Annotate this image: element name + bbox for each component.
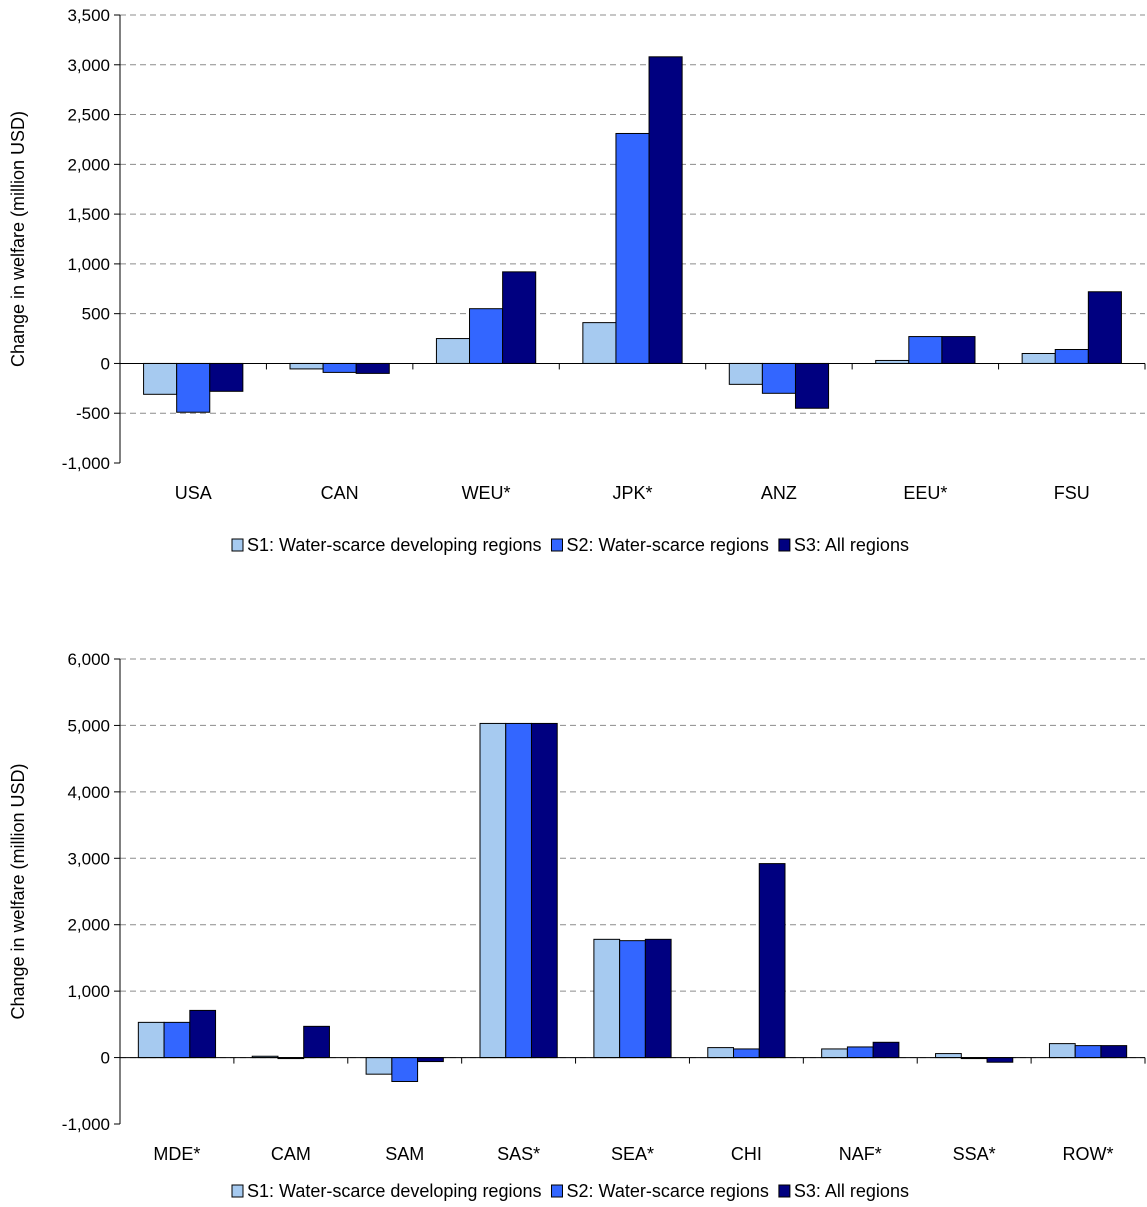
bar-2	[846, 1046, 874, 1059]
bar-1	[143, 362, 178, 395]
category-label: USA	[175, 483, 212, 503]
bar-2	[391, 1057, 419, 1082]
bar-3	[758, 863, 786, 1059]
bar-1	[582, 322, 617, 364]
y-tick-label: -500	[76, 404, 110, 423]
category-label: NAF*	[839, 1144, 882, 1164]
bar-2	[615, 132, 650, 364]
bar-3	[417, 1057, 444, 1063]
y-tick-label: 1,000	[67, 982, 110, 1001]
y-tick-label: 4,000	[67, 783, 110, 802]
bar-1	[821, 1048, 848, 1059]
bar-3	[1100, 1045, 1128, 1059]
legend-swatch-2	[550, 538, 563, 552]
category-label: SEA*	[611, 1144, 654, 1164]
bar-1	[728, 362, 763, 385]
bar-3	[648, 56, 683, 364]
bar-1	[435, 338, 471, 364]
y-tick-label: 0	[101, 354, 110, 373]
y-tick-label: 6,000	[67, 650, 110, 669]
y-tick-label: 2,000	[67, 155, 110, 174]
y-axis-label: Change in welfare (million USD)	[8, 763, 28, 1019]
legend-swatch-3	[778, 1184, 791, 1198]
bar-2	[469, 308, 504, 364]
welfare-chart-bottom: -1,000 0 1,000 2,000 3,000 4,000 5,000 6,000 MDE…	[8, 650, 1146, 1201]
bar-1	[935, 1053, 962, 1059]
legend-label-1: S1: Water-scarce developing regions	[247, 535, 541, 555]
bar-2	[761, 362, 796, 394]
bar-1	[137, 1021, 165, 1059]
legend-label-2: S2: Water-scarce regions	[566, 535, 768, 555]
bar-2	[322, 362, 357, 373]
y-tick-label: 0	[101, 1049, 110, 1068]
legend-swatch-3	[778, 538, 791, 552]
y-tick-label: 500	[82, 305, 110, 324]
bar-2	[163, 1021, 191, 1059]
bar-1	[1048, 1043, 1076, 1059]
bar-3	[986, 1057, 1014, 1063]
bar-3	[794, 362, 830, 409]
category-label: SAM	[385, 1144, 424, 1164]
bar-2	[733, 1048, 760, 1059]
category-label: SAS*	[497, 1144, 540, 1164]
y-tick-label: -1,000	[62, 454, 110, 473]
bar-1	[479, 722, 507, 1059]
bar-1	[1021, 352, 1056, 364]
bar-2	[1074, 1045, 1102, 1059]
legend-label-2: S2: Water-scarce regions	[566, 1181, 768, 1201]
category-label: JPK*	[612, 483, 652, 503]
category-label: SSA*	[953, 1144, 996, 1164]
bar-3	[303, 1025, 330, 1059]
legend-label-3: S3: All regions	[794, 1181, 909, 1201]
bar-3	[872, 1041, 900, 1059]
y-tick-label: -1,000	[62, 1115, 110, 1134]
bar-1	[365, 1057, 393, 1075]
bar-3	[209, 362, 244, 392]
legend-swatch-1	[231, 538, 244, 552]
bar-3	[644, 938, 672, 1059]
y-tick-label: 2,500	[67, 106, 110, 125]
bar-2	[619, 940, 646, 1059]
legend-swatch-1	[231, 1184, 244, 1198]
y-tick-label: 5,000	[67, 716, 110, 735]
legend-swatch-2	[550, 1184, 563, 1198]
y-tick-label: 1,500	[67, 205, 110, 224]
bar-2	[505, 722, 532, 1059]
bar-3	[530, 722, 558, 1059]
bar-1	[593, 938, 621, 1059]
bar-3	[941, 336, 976, 364]
category-label: CHI	[731, 1144, 762, 1164]
bar-3	[502, 271, 537, 364]
legend-label-1: S1: Water-scarce developing regions	[247, 1181, 541, 1201]
y-tick-label: 3,000	[67, 849, 110, 868]
category-label: WEU*	[462, 483, 511, 503]
y-tick-label: 3,500	[67, 6, 110, 25]
welfare-chart-top: -1,000 -500 0 500 1,000 1,500 2,000 2,500 3,000 3…	[8, 6, 1146, 555]
category-label: FSU	[1054, 483, 1090, 503]
category-label: MDE*	[153, 1144, 200, 1164]
bar-3	[189, 1009, 217, 1059]
category-label: CAN	[321, 483, 359, 503]
bar-2	[176, 362, 211, 413]
category-label: EEU*	[903, 483, 947, 503]
y-axis-label: Change in welfare (million USD)	[8, 111, 28, 367]
bar-1	[289, 362, 324, 370]
bar-1	[707, 1047, 735, 1059]
bar-3	[1087, 291, 1122, 364]
y-tick-label: 3,000	[67, 56, 110, 75]
bar-2	[1054, 349, 1089, 364]
y-tick-label: 1,000	[67, 255, 110, 274]
category-label: ROW*	[1063, 1144, 1114, 1164]
y-tick-label: 2,000	[67, 916, 110, 935]
category-label: ANZ	[761, 483, 797, 503]
legend-label-3: S3: All regions	[794, 535, 909, 555]
bar-2	[908, 336, 943, 364]
category-label: CAM	[271, 1144, 311, 1164]
bar-3	[355, 362, 390, 374]
